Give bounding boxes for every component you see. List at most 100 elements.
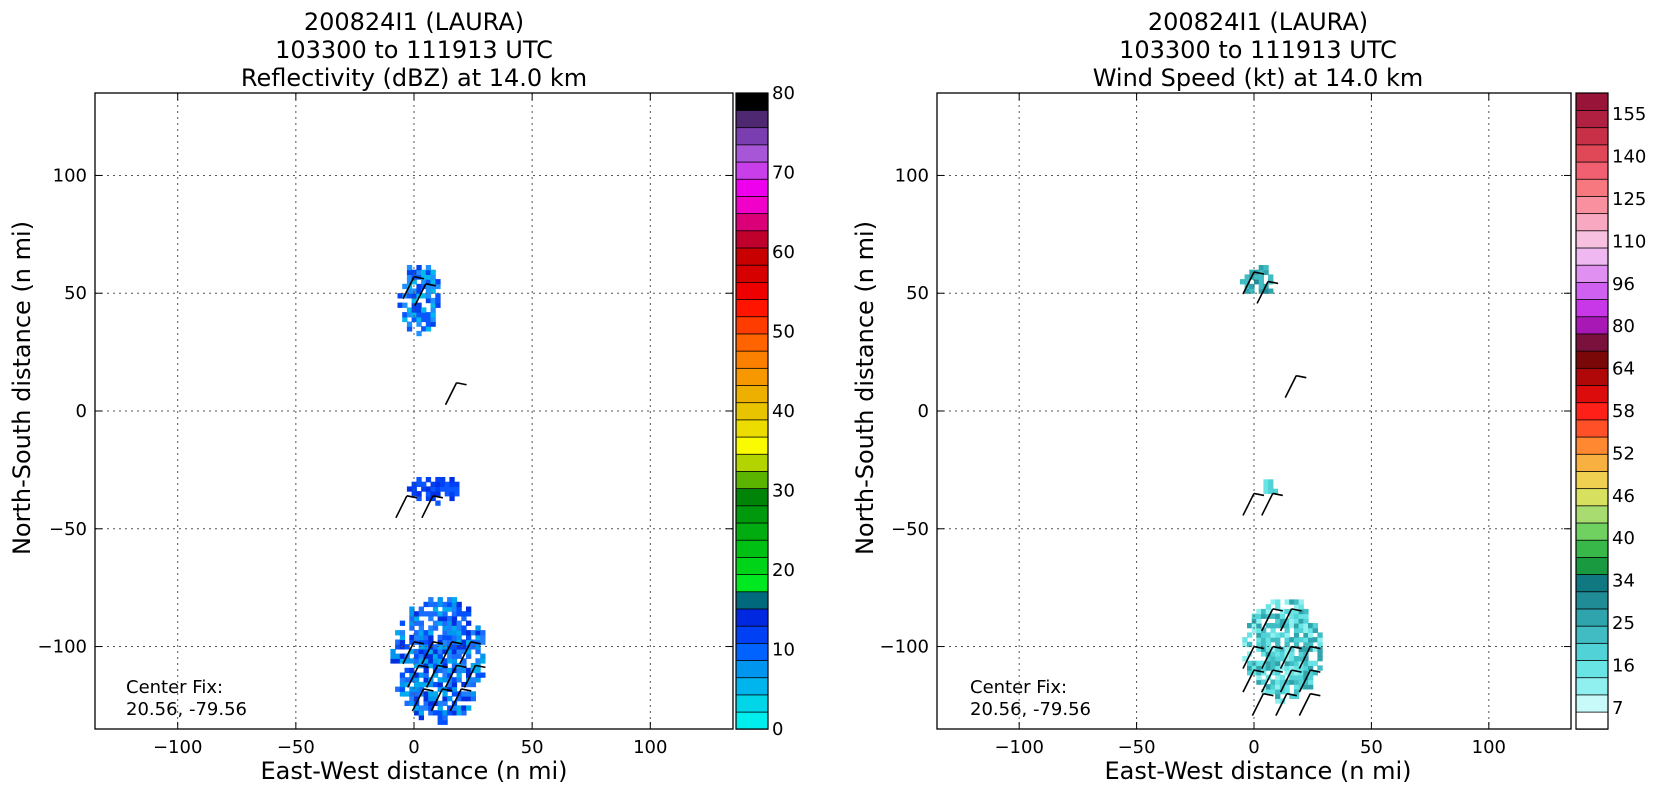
data-cell xyxy=(1279,656,1286,662)
y-tick-label: 100 xyxy=(895,165,929,186)
data-cell xyxy=(1261,627,1267,633)
data-cell xyxy=(399,653,406,659)
data-cell xyxy=(432,601,439,608)
data-cell xyxy=(397,293,403,299)
data-cell xyxy=(1251,618,1257,624)
data-cell xyxy=(1270,684,1276,690)
data-cell xyxy=(1247,665,1253,671)
data-cell xyxy=(451,615,458,622)
data-cell xyxy=(442,611,448,617)
data-cell xyxy=(1261,641,1267,648)
data-cell xyxy=(402,302,408,308)
data-cell xyxy=(461,625,467,631)
data-cell xyxy=(428,601,434,608)
data-cell xyxy=(425,274,432,280)
x-tick-label: −100 xyxy=(994,737,1043,758)
data-cell xyxy=(418,705,424,711)
colorbar-bin xyxy=(735,144,769,163)
data-cell xyxy=(447,625,453,631)
data-cell xyxy=(1284,670,1290,676)
data-cell xyxy=(402,312,408,318)
colorbar-bin xyxy=(1575,505,1609,524)
data-cell xyxy=(435,477,441,483)
data-cell xyxy=(447,658,453,664)
data-cell xyxy=(456,667,462,674)
data-cell xyxy=(1317,651,1323,657)
data-cell xyxy=(409,639,415,645)
data-cell xyxy=(449,495,455,502)
data-cell xyxy=(466,653,472,659)
data-cell xyxy=(430,486,436,492)
data-cell xyxy=(461,710,467,716)
data-cell xyxy=(411,312,417,318)
data-cell xyxy=(1249,283,1255,290)
wind-barb-flag xyxy=(456,381,467,386)
data-cell xyxy=(1275,684,1281,690)
data-cell xyxy=(475,634,481,641)
data-cell xyxy=(416,302,422,308)
data-cell xyxy=(461,658,467,664)
data-cell xyxy=(1270,660,1276,666)
colorbar-bin xyxy=(1575,264,1609,283)
wind-barb xyxy=(425,665,439,688)
data-cell xyxy=(1303,627,1309,633)
data-cell xyxy=(470,630,476,636)
data-cell xyxy=(461,630,467,636)
data-cell xyxy=(1289,608,1295,615)
data-cell xyxy=(1268,479,1274,485)
data-cell xyxy=(444,486,450,492)
data-cell xyxy=(432,644,439,650)
data-cell xyxy=(466,648,472,655)
wind-barb xyxy=(421,641,434,665)
data-cell xyxy=(447,681,453,688)
wind-barb-flag xyxy=(1310,645,1321,650)
data-cell xyxy=(1275,604,1281,610)
data-cell xyxy=(1265,608,1271,615)
data-cell xyxy=(1279,665,1286,671)
data-cell xyxy=(466,681,472,688)
data-cell xyxy=(416,481,422,487)
colorbar-bin xyxy=(735,556,769,575)
data-cell xyxy=(1270,665,1276,671)
data-cell xyxy=(406,274,413,280)
data-cell xyxy=(480,634,486,641)
x-axis-label: East-West distance (n mi) xyxy=(1104,757,1411,785)
colorbar-bin xyxy=(1575,625,1609,644)
data-cell xyxy=(399,691,406,697)
data-cell xyxy=(418,630,424,636)
data-cell xyxy=(418,710,424,716)
center-fix-value: 20.56, -79.56 xyxy=(970,699,1091,720)
data-cell xyxy=(1265,660,1271,666)
data-cell xyxy=(1289,674,1295,681)
wind-barb xyxy=(449,688,462,712)
data-cell xyxy=(414,696,420,702)
data-cell xyxy=(451,681,458,688)
data-cell xyxy=(423,634,429,641)
data-cell xyxy=(423,691,429,697)
data-cell xyxy=(1308,637,1314,643)
data-cell xyxy=(461,611,467,617)
data-cell xyxy=(451,653,458,659)
data-cell xyxy=(451,634,458,641)
data-cell xyxy=(425,288,432,294)
data-cell xyxy=(409,611,415,617)
data-cell xyxy=(442,601,448,608)
wind-barb xyxy=(1298,693,1312,717)
data-cell xyxy=(1284,660,1290,666)
colorbar-bin xyxy=(1575,694,1609,713)
data-cell xyxy=(1249,269,1255,275)
data-cell xyxy=(437,601,443,608)
data-cell xyxy=(432,710,439,716)
data-cell xyxy=(430,274,436,280)
data-cell xyxy=(430,312,436,318)
data-cell xyxy=(1298,679,1304,685)
data-cell xyxy=(461,639,467,645)
data-cell xyxy=(404,700,410,706)
data-cell xyxy=(1244,274,1250,280)
data-cell xyxy=(414,620,420,626)
data-cell xyxy=(1242,656,1248,662)
data-cell xyxy=(1293,679,1300,685)
colorbar-bin xyxy=(1575,109,1609,129)
data-cell xyxy=(442,696,448,702)
colorbar-tick-label: 0 xyxy=(772,719,783,740)
